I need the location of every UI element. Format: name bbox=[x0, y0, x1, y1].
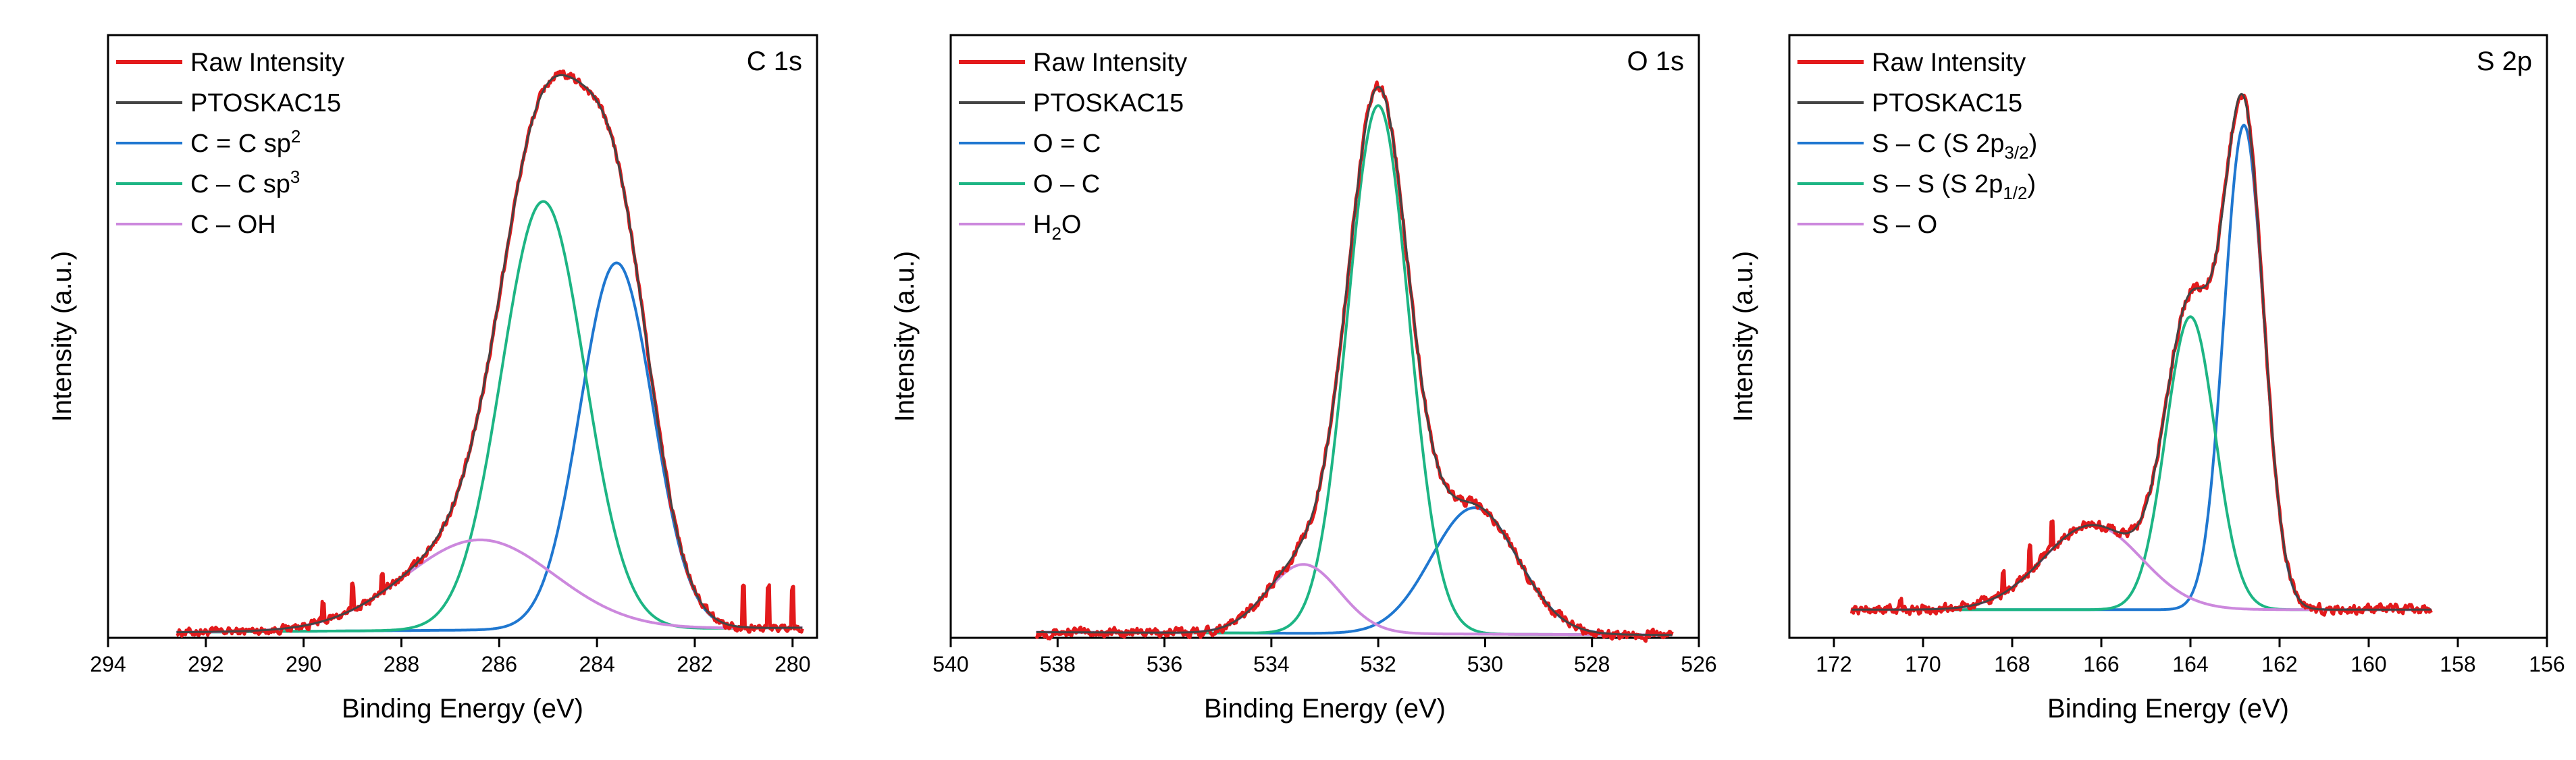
x-tick-label: 526 bbox=[1681, 652, 1716, 676]
x-tick-label: 538 bbox=[1040, 652, 1076, 676]
y-axis-title: Intensity (a.u.) bbox=[890, 251, 920, 422]
plot-frame bbox=[107, 34, 818, 639]
y-axis-title: Intensity (a.u.) bbox=[1729, 251, 1758, 422]
legend-label-c2: O – C bbox=[1033, 170, 1100, 198]
x-tick-label: 158 bbox=[2440, 652, 2475, 676]
x-tick-label: 536 bbox=[1147, 652, 1182, 676]
x-tick-label: 530 bbox=[1467, 652, 1503, 676]
component-c2-curve bbox=[176, 200, 803, 634]
panel-2: 540 538 536 534 532 530 528 526 Binding Energy (… bbox=[890, 34, 1717, 724]
panel-1: 294 292 290 288 286 284 282 280 Binding Energy (… bbox=[47, 34, 818, 724]
legend-label-fit: PTOSKAC15 bbox=[1033, 89, 1184, 117]
x-tick-label: 166 bbox=[2083, 652, 2119, 676]
legend-label-c1: C = C sp2 bbox=[190, 126, 300, 158]
x-tick-label: 164 bbox=[2172, 652, 2208, 676]
legend-label-c2: C – C sp3 bbox=[190, 167, 300, 198]
x-tick-label: 294 bbox=[90, 652, 126, 676]
component-c2-curve bbox=[1036, 104, 1673, 636]
panel-3: 172 170 168 166 164 162 160 158 156 Binding Energ… bbox=[1729, 34, 2565, 724]
legend-label-c1: O = C bbox=[1033, 130, 1101, 158]
x-axis-title: Binding Energy (eV) bbox=[2047, 694, 2289, 724]
panel-label: O 1s bbox=[1627, 47, 1684, 76]
x-axis-title: Binding Energy (eV) bbox=[342, 694, 583, 724]
x-tick-label: 290 bbox=[286, 652, 321, 676]
fit-envelope-series bbox=[1036, 86, 1673, 636]
x-tick-label: 284 bbox=[579, 652, 614, 676]
x-tick-label: 288 bbox=[384, 652, 419, 676]
x-tick-label: 292 bbox=[188, 652, 224, 676]
panel-label: C 1s bbox=[747, 47, 802, 76]
y-axis-title: Intensity (a.u.) bbox=[47, 251, 77, 422]
legend-label-c2: S – S (S 2p1/2) bbox=[1872, 170, 2036, 203]
x-axis-title: Binding Energy (eV) bbox=[1204, 694, 1446, 724]
x-tick-label: 534 bbox=[1253, 652, 1289, 676]
fit-envelope-series bbox=[176, 74, 803, 634]
component-c1-curve bbox=[1036, 506, 1673, 636]
legend: Raw Intensity PTOSKAC15 S – C (S 2p3/2) S –… bbox=[1797, 49, 2037, 239]
x-tick-label: 170 bbox=[1905, 652, 1941, 676]
component-c2-curve bbox=[1851, 315, 2432, 612]
x-tick-label: 540 bbox=[932, 652, 968, 676]
fit-envelope-series bbox=[1851, 92, 2432, 611]
x-tick-label: 532 bbox=[1360, 652, 1396, 676]
x-tick-label: 528 bbox=[1574, 652, 1610, 676]
legend-label-c3: C – OH bbox=[190, 211, 276, 239]
legend-label-c3: S – O bbox=[1872, 211, 1937, 239]
legend-label-c3: H2O bbox=[1033, 211, 1081, 244]
legend-label-c1: S – C (S 2p3/2) bbox=[1872, 130, 2037, 163]
legend-label-raw: Raw Intensity bbox=[1872, 49, 2026, 77]
raw-intensity-series bbox=[1034, 80, 1674, 643]
component-c3-curve bbox=[176, 538, 803, 634]
x-tick-label: 172 bbox=[1816, 652, 1851, 676]
legend: Raw Intensity PTOSKAC15 C = C sp2 C – C sp3… bbox=[116, 49, 344, 239]
x-tick-label: 160 bbox=[2350, 652, 2386, 676]
panel-label: S 2p bbox=[2477, 47, 2532, 76]
x-tick-label: 280 bbox=[774, 652, 810, 676]
x-tick-label: 282 bbox=[677, 652, 712, 676]
legend-label-fit: PTOSKAC15 bbox=[1872, 89, 2022, 117]
legend-label-raw: Raw Intensity bbox=[1033, 49, 1187, 77]
legend-label-raw: Raw Intensity bbox=[190, 49, 344, 77]
x-tick-label: 168 bbox=[1994, 652, 2030, 676]
plot-frame bbox=[949, 34, 1700, 639]
x-tick-label: 162 bbox=[2261, 652, 2297, 676]
legend: Raw Intensity PTOSKAC15 O = C O – C H2O bbox=[959, 49, 1187, 244]
x-tick-label: 156 bbox=[2529, 652, 2565, 676]
x-tick-label: 286 bbox=[481, 652, 517, 676]
legend-label-fit: PTOSKAC15 bbox=[190, 89, 341, 117]
plot-frame bbox=[1788, 34, 2548, 639]
